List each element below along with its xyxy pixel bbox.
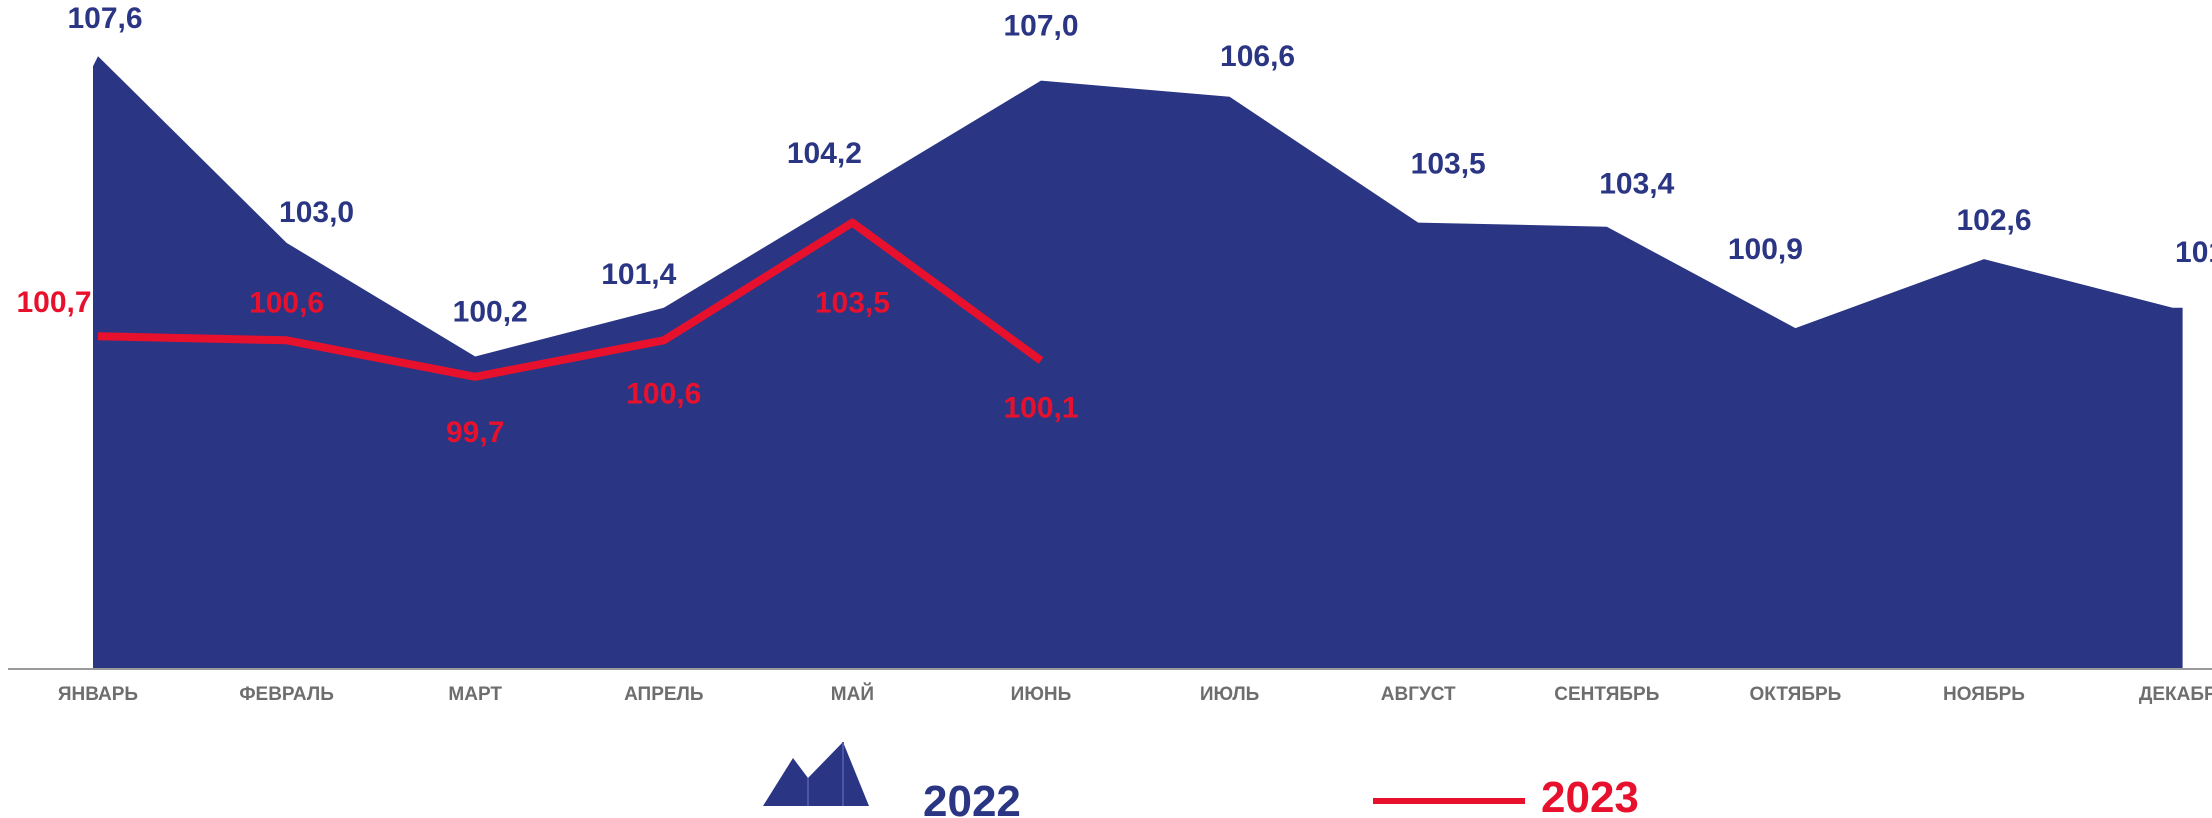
series-2022-data-label: 104,2 [787, 137, 862, 170]
x-tick-label: МАЙ [831, 683, 874, 705]
series-2022-data-label: 103,4 [1599, 168, 1674, 201]
x-tick-label: НОЯБРЬ [1943, 684, 2025, 705]
x-tick-label: ИЮЛЬ [1200, 684, 1260, 705]
mountain-icon [763, 742, 869, 806]
x-tick-label: ДЕКАБРЬ [2139, 684, 2212, 705]
x-tick-label: СЕНТЯБРЬ [1554, 684, 1659, 705]
series-2022-data-label: 106,6 [1220, 40, 1295, 73]
x-tick-label: МАРТ [448, 684, 502, 705]
series-2022-data-label: 101,4 [2175, 236, 2212, 269]
x-tick-label: ИЮНЬ [1011, 684, 1072, 705]
legend-label-2022: 2022 [923, 777, 1021, 818]
series-2022-area [93, 56, 2183, 669]
series-2023-data-label: 100,6 [626, 377, 701, 410]
x-tick-label: ОКТЯБРЬ [1749, 684, 1841, 705]
series-2023-data-label: 99,7 [446, 416, 504, 449]
series-2022-data-label: 102,6 [1956, 204, 2031, 237]
series-2023-data-label: 103,5 [815, 287, 890, 320]
series-2022-data-label: 107,6 [67, 2, 142, 35]
series-2022-data-label: 100,2 [453, 296, 528, 329]
legend-item-2023: 2023 [1373, 773, 1639, 818]
legend-label-2023: 2023 [1541, 773, 1639, 818]
legend-item-2022: 2022 [763, 742, 1021, 818]
legend: 2022 2023 [763, 742, 1639, 818]
series-2023-line [97, 218, 1044, 381]
series-2023-data-label: 100,7 [16, 286, 91, 319]
data-labels: 107,6 103,0 100,2 101,4 104,2 107,0 106,6 103,5… [16, 2, 2212, 449]
series-2022-data-label: 103,0 [279, 196, 354, 229]
x-tick-label: АВГУСТ [1381, 684, 1456, 705]
series-2022-data-label: 100,9 [1728, 233, 1803, 266]
series-2022-area-layer [93, 56, 2183, 669]
series-2022-data-label: 107,0 [1003, 10, 1078, 43]
series-2022-data-label: 103,5 [1411, 148, 1486, 181]
series-2023-data-label: 100,1 [1003, 392, 1078, 425]
x-tick-label: АПРЕЛЬ [624, 684, 703, 705]
series-2023-data-label: 100,6 [249, 286, 324, 319]
series-2023-line-layer [97, 218, 1044, 381]
x-tick-label: ФЕВРАЛЬ [239, 684, 334, 705]
series-2022-data-label: 101,4 [601, 258, 676, 291]
x-tick-label: ЯНВАРЬ [58, 684, 138, 705]
x-axis-ticks: ЯНВАРЬ ФЕВРАЛЬ МАРТ АПРЕЛЬ МАЙ ИЮНЬ ИЮЛЬ АВГУСТ… [58, 683, 2212, 705]
